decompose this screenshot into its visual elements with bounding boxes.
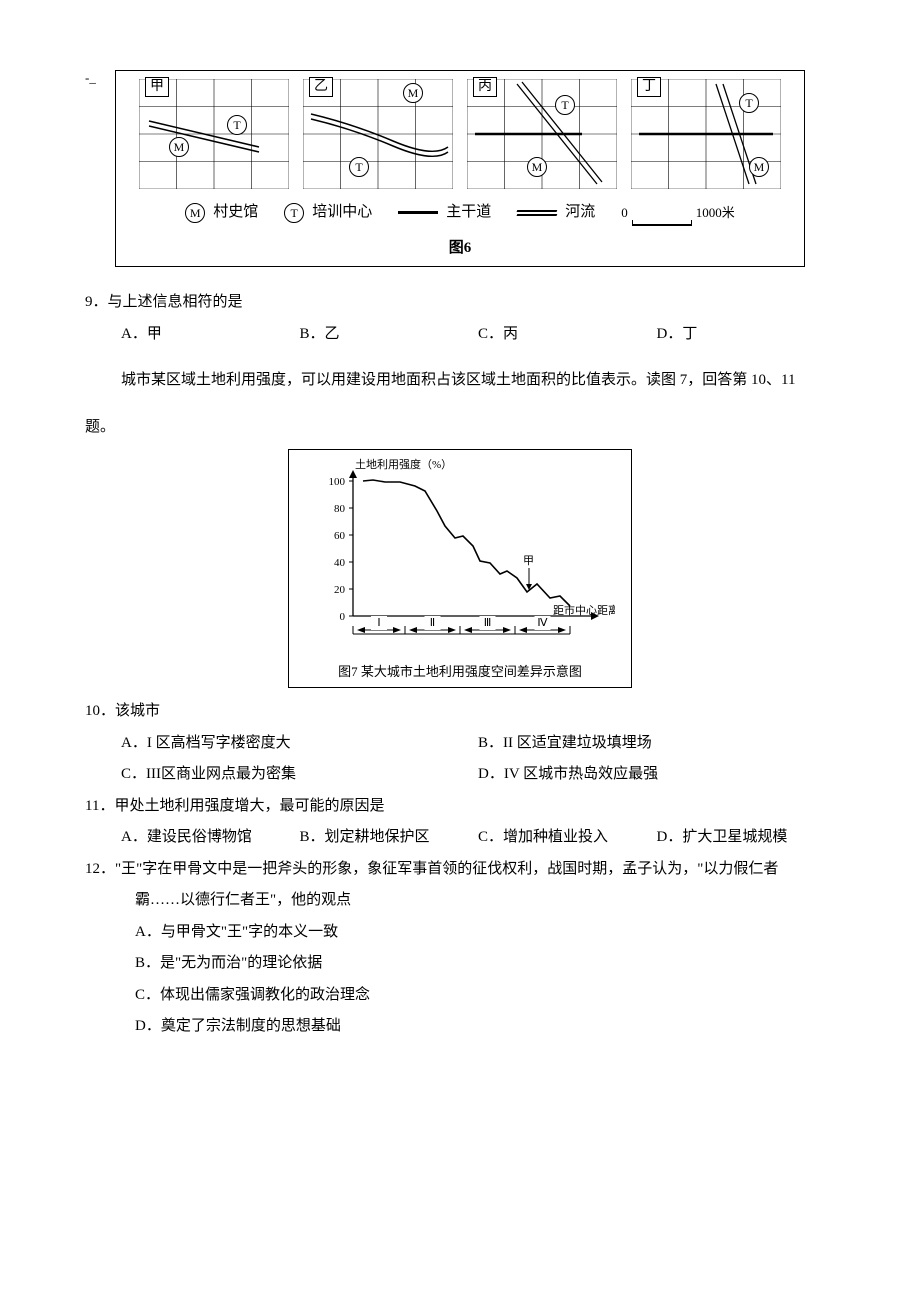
svg-text:Ⅲ: Ⅲ: [484, 617, 492, 629]
question-11: 11．甲处土地利用强度增大，最可能的原因是: [85, 791, 835, 823]
marker-t: T: [555, 95, 575, 115]
legend-t-label: 培训中心: [312, 197, 372, 229]
panel-jia: 甲 T M: [139, 79, 289, 189]
marker-m: M: [403, 83, 423, 103]
question-12-options: A．与甲骨文"王"字的本义一致 B．是"无为而治"的理论依据 C．体现出儒家强调…: [85, 917, 835, 1043]
figure-6-legend: M 村史馆 T 培训中心 主干道 河流 0 1000米: [128, 189, 792, 231]
page-content: 甲 T M: [0, 0, 920, 1103]
scale-bar-icon: [632, 224, 692, 226]
svg-text:80: 80: [334, 503, 346, 515]
y-axis-label: 土地利用强度（%）: [355, 457, 452, 471]
panel-label: 甲: [145, 77, 169, 97]
road-icon: [398, 211, 438, 214]
question-10: 10．该城市: [85, 696, 835, 728]
svg-text:0: 0: [340, 611, 346, 623]
marker-m: M: [527, 157, 547, 177]
svg-text:40: 40: [334, 557, 346, 569]
option-b: B．划定耕地保护区: [300, 822, 479, 854]
legend-m: M 村史馆: [185, 197, 258, 229]
figure-7: 土地利用强度（%） 100 80 60 40 20 0 甲 距市中心距离 Ⅰ Ⅱ Ⅲ Ⅳ 图7 …: [288, 449, 632, 688]
page-marker: -_: [85, 70, 96, 86]
legend-scale: 0 1000米: [621, 199, 735, 226]
legend-t: T 培训中心: [284, 197, 372, 229]
svg-text:60: 60: [334, 530, 346, 542]
legend-river: 河流: [517, 197, 595, 229]
option-b: B．II 区适宜建垃圾填埋场: [478, 728, 835, 760]
option-d: D．奠定了宗法制度的思想基础: [135, 1011, 835, 1043]
svg-text:20: 20: [334, 584, 346, 596]
question-11-options: A．建设民俗博物馆 B．划定耕地保护区 C．增加种植业投入 D．扩大卫星城规模: [85, 822, 835, 854]
question-9-options: A．甲 B．乙 C．丙 D．丁: [85, 319, 835, 351]
panel-label: 丁: [637, 77, 661, 97]
svg-text:Ⅱ: Ⅱ: [430, 617, 435, 629]
svg-text:Ⅳ: Ⅳ: [537, 617, 548, 629]
marker-m-icon: M: [185, 203, 205, 223]
panel-yi: 乙 M T: [303, 79, 453, 189]
marker-t-icon: T: [284, 203, 304, 223]
figure-7-chart: 土地利用强度（%） 100 80 60 40 20 0 甲 距市中心距离 Ⅰ Ⅱ Ⅲ Ⅳ: [305, 456, 615, 656]
legend-road-label: 主干道: [446, 197, 491, 229]
panel-label: 乙: [309, 77, 333, 97]
scale-zero: 0: [621, 199, 628, 226]
option-c: C．增加种植业投入: [478, 822, 657, 854]
figure-6-caption: 图6: [128, 231, 792, 265]
figure-7-caption: 图7 某大城市土地利用强度空间差异示意图: [295, 656, 625, 685]
marker-jia: 甲: [523, 555, 534, 567]
option-a: A．与甲骨文"王"字的本义一致: [135, 917, 835, 949]
figure-6: 甲 T M: [115, 70, 805, 267]
legend-road: 主干道: [398, 197, 491, 229]
option-a: A．建设民俗博物馆: [121, 822, 300, 854]
legend-m-label: 村史馆: [213, 197, 258, 229]
instruction-10-11: 城市某区域土地利用强度，可以用建设用地面积占该区域土地面积的比值表示。读图 7，…: [85, 365, 835, 397]
legend-river-label: 河流: [565, 197, 595, 229]
option-b: B．乙: [300, 319, 479, 351]
question-10-options: A．I 区高档写字楼密度大 B．II 区适宜建垃圾填埋场 C．III区商业网点最…: [85, 728, 835, 791]
marker-t: T: [227, 115, 247, 135]
marker-m: M: [749, 157, 769, 177]
svg-text:Ⅰ: Ⅰ: [377, 617, 380, 629]
svg-text:100: 100: [329, 476, 346, 488]
option-c: C．III区商业网点最为密集: [121, 759, 478, 791]
option-a: A．甲: [121, 319, 300, 351]
panel-bing: 丙 T M: [467, 79, 617, 189]
marker-m: M: [169, 137, 189, 157]
question-9: 9．与上述信息相符的是: [85, 287, 835, 319]
option-c: C．丙: [478, 319, 657, 351]
option-d: D．IV 区城市热岛效应最强: [478, 759, 835, 791]
x-axis-label: 距市中心距离: [553, 603, 615, 617]
marker-t: T: [739, 93, 759, 113]
option-b: B．是"无为而治"的理论依据: [135, 948, 835, 980]
option-a: A．I 区高档写字楼密度大: [121, 728, 478, 760]
option-d: D．扩大卫星城规模: [657, 822, 836, 854]
instruction-10-11-cont: 题。: [85, 412, 835, 444]
marker-t: T: [349, 157, 369, 177]
option-d: D．丁: [657, 319, 836, 351]
scale-value: 1000米: [696, 199, 735, 226]
panel-label: 丙: [473, 77, 497, 97]
panel-ding: 丁 T M: [631, 79, 781, 189]
figure-6-panels: 甲 T M: [128, 79, 792, 189]
option-c: C．体现出儒家强调教化的政治理念: [135, 980, 835, 1012]
question-12-line1: 12．"王"字在甲骨文中是一把斧头的形象，象征军事首领的征伐权利，战国时期，孟子…: [85, 854, 835, 886]
river-icon: [517, 208, 557, 218]
question-12-line2: 霸……以德行仁者王"，他的观点: [85, 885, 835, 917]
